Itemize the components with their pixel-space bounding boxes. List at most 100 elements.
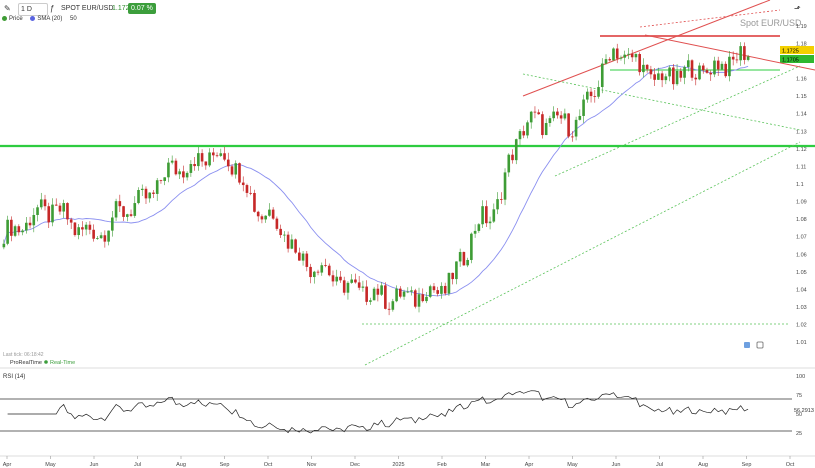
candle[interactable] (559, 111, 563, 124)
candle[interactable] (739, 42, 742, 66)
candle[interactable] (144, 186, 148, 204)
candle[interactable] (694, 73, 698, 86)
drawing-tool-icon[interactable]: ✎ (4, 4, 11, 13)
candle[interactable] (586, 88, 589, 103)
candle[interactable] (410, 286, 413, 296)
candle[interactable] (215, 152, 219, 158)
candle[interactable] (462, 251, 466, 266)
candle[interactable] (443, 282, 447, 296)
candle[interactable] (746, 54, 750, 62)
candle[interactable] (36, 204, 39, 222)
candle[interactable] (200, 149, 204, 167)
candle[interactable] (241, 176, 245, 192)
candle[interactable] (10, 216, 13, 242)
candle[interactable] (193, 157, 196, 171)
candle[interactable] (597, 80, 600, 99)
candle[interactable] (668, 65, 671, 82)
candle[interactable] (630, 49, 634, 63)
candle[interactable] (148, 192, 152, 203)
candle[interactable] (395, 285, 398, 303)
candle[interactable] (716, 56, 720, 76)
candle[interactable] (529, 110, 533, 129)
candle[interactable] (298, 247, 301, 261)
candle[interactable] (686, 54, 690, 72)
candle[interactable] (122, 205, 125, 222)
candle[interactable] (582, 94, 585, 123)
candle[interactable] (683, 65, 686, 85)
candle[interactable] (77, 224, 80, 240)
candle[interactable] (245, 183, 249, 198)
candle[interactable] (537, 109, 540, 115)
candle[interactable] (271, 207, 275, 220)
candle[interactable] (672, 64, 675, 90)
candle[interactable] (230, 164, 234, 177)
candle[interactable] (384, 282, 387, 310)
candle[interactable] (720, 61, 724, 71)
candle[interactable] (28, 216, 32, 229)
candle[interactable] (679, 68, 683, 82)
candle[interactable] (634, 53, 638, 62)
candle[interactable] (25, 217, 28, 234)
candle[interactable] (451, 272, 454, 285)
candle[interactable] (514, 138, 518, 165)
candle[interactable] (619, 55, 623, 61)
candle[interactable] (13, 224, 17, 238)
candle[interactable] (118, 194, 122, 212)
candle[interactable] (167, 157, 170, 183)
candle[interactable] (365, 280, 368, 306)
candle[interactable] (735, 52, 739, 64)
candle[interactable] (140, 184, 144, 196)
candle[interactable] (51, 198, 54, 227)
candle[interactable] (436, 286, 440, 297)
trendlines[interactable] (0, 0, 815, 366)
candle[interactable] (32, 208, 36, 233)
candle[interactable] (286, 231, 290, 253)
candle[interactable] (485, 200, 488, 227)
candle[interactable] (234, 160, 238, 179)
candle[interactable] (593, 89, 597, 103)
candle[interactable] (290, 234, 294, 250)
candle[interactable] (335, 269, 339, 286)
candle[interactable] (713, 56, 716, 78)
candle[interactable] (21, 229, 24, 236)
candle[interactable] (99, 232, 103, 239)
candle[interactable] (533, 106, 537, 119)
candle[interactable] (376, 283, 380, 302)
candle[interactable] (548, 115, 552, 127)
candle[interactable] (73, 221, 77, 237)
candle[interactable] (653, 68, 656, 87)
candle[interactable] (417, 287, 421, 313)
candle[interactable] (552, 106, 555, 122)
candle[interactable] (339, 270, 342, 283)
candle[interactable] (331, 270, 335, 287)
candle[interactable] (477, 223, 481, 233)
candle[interactable] (114, 198, 118, 222)
candle[interactable] (283, 231, 286, 242)
timeframe-selector[interactable]: 1 D (18, 3, 48, 16)
candle[interactable] (615, 43, 619, 64)
symbol-label[interactable]: SPOT EUR/USD (61, 5, 114, 12)
candle[interactable] (133, 196, 137, 218)
candle[interactable] (488, 216, 492, 230)
candle[interactable] (724, 61, 727, 78)
candle[interactable] (320, 262, 324, 276)
candle[interactable] (470, 232, 473, 264)
candle[interactable] (137, 187, 140, 205)
candle[interactable] (84, 222, 88, 236)
candle[interactable] (563, 108, 567, 121)
candle[interactable] (369, 297, 372, 305)
candle[interactable] (6, 215, 9, 246)
candle[interactable] (496, 192, 499, 215)
dotted-green-channel-mid[interactable] (554, 65, 801, 177)
candle[interactable] (421, 288, 425, 303)
candle[interactable] (612, 47, 615, 61)
candle[interactable] (604, 54, 608, 65)
candle[interactable] (58, 202, 62, 215)
candle[interactable] (511, 149, 514, 164)
candle[interactable] (690, 59, 694, 81)
candle[interactable] (391, 298, 395, 312)
candle[interactable] (608, 57, 612, 62)
candle[interactable] (447, 272, 451, 296)
candle[interactable] (567, 113, 570, 139)
candle[interactable] (660, 70, 664, 88)
